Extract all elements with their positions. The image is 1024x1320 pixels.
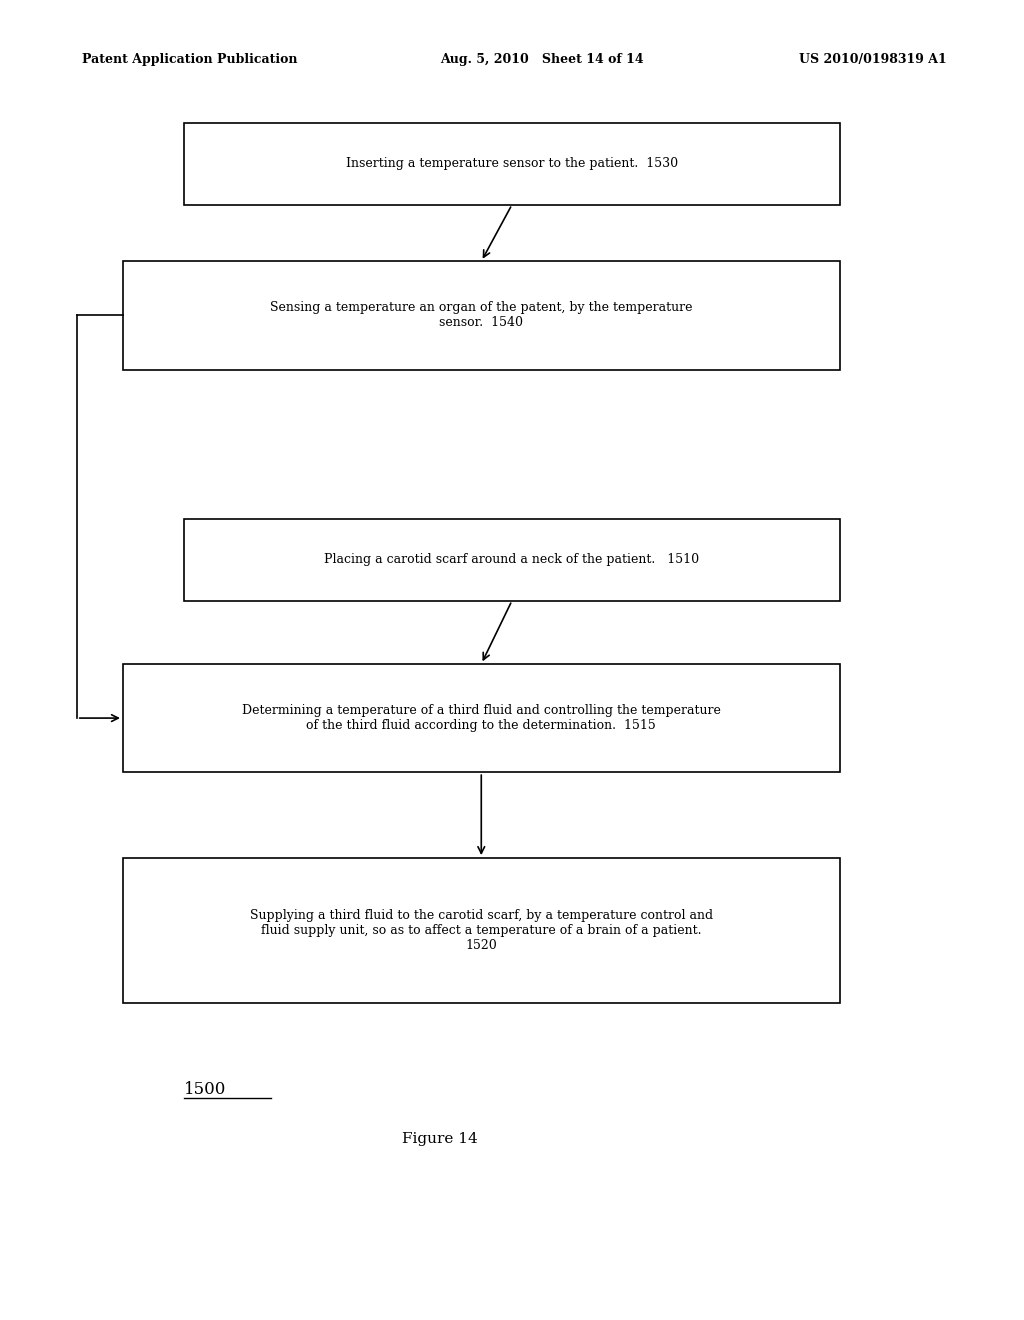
- FancyBboxPatch shape: [184, 123, 840, 205]
- FancyBboxPatch shape: [184, 519, 840, 601]
- Text: Figure 14: Figure 14: [402, 1133, 478, 1146]
- Text: Aug. 5, 2010   Sheet 14 of 14: Aug. 5, 2010 Sheet 14 of 14: [440, 53, 644, 66]
- Text: Patent Application Publication: Patent Application Publication: [82, 53, 297, 66]
- Text: Determining a temperature of a third fluid and controlling the temperature
of th: Determining a temperature of a third flu…: [242, 704, 721, 733]
- Text: Inserting a temperature sensor to the patient.  1530: Inserting a temperature sensor to the pa…: [346, 157, 678, 170]
- FancyBboxPatch shape: [123, 858, 840, 1003]
- Text: 1500: 1500: [184, 1081, 226, 1097]
- Text: Sensing a temperature an organ of the patent, by the temperature
sensor.  1540: Sensing a temperature an organ of the pa…: [270, 301, 692, 330]
- Text: Placing a carotid scarf around a neck of the patient.   1510: Placing a carotid scarf around a neck of…: [325, 553, 699, 566]
- FancyBboxPatch shape: [123, 261, 840, 370]
- Text: US 2010/0198319 A1: US 2010/0198319 A1: [799, 53, 946, 66]
- FancyBboxPatch shape: [123, 664, 840, 772]
- Text: Supplying a third fluid to the carotid scarf, by a temperature control and
fluid: Supplying a third fluid to the carotid s…: [250, 909, 713, 952]
